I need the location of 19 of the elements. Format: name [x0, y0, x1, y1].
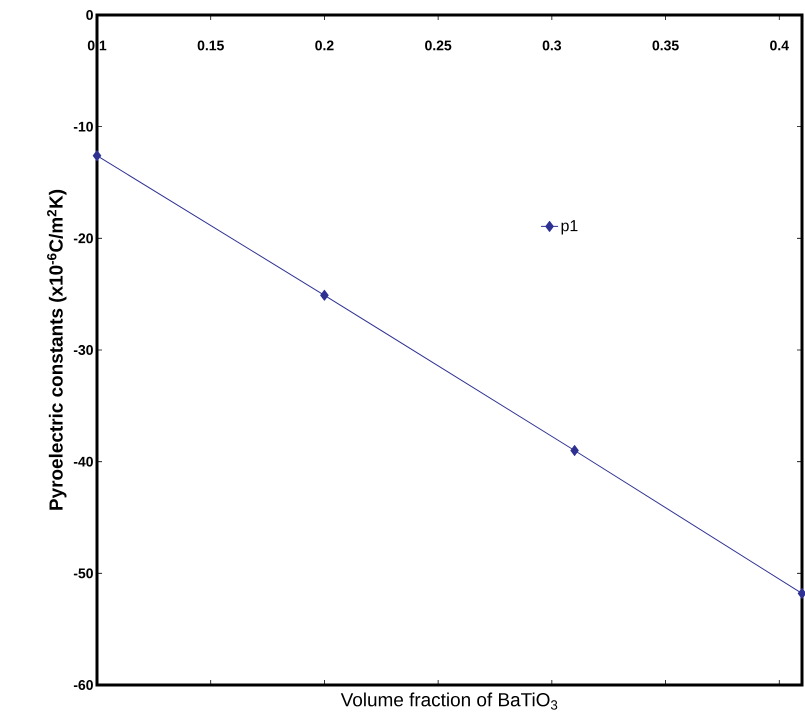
point: [570, 445, 579, 456]
y-tick-label: -10: [74, 122, 93, 132]
x-tick-label: 0.2: [315, 40, 334, 50]
point: [92, 150, 102, 162]
point: [320, 290, 329, 301]
y-tick-label: -50: [74, 568, 93, 578]
y-axis-title: Pyroelectric constants (x10$^{-6}$C/m$^{2}$K): [47, 190, 66, 510]
x-tick-label: 0.3: [542, 40, 562, 50]
x-tick-label: 0.4: [770, 40, 789, 50]
x-tick-label: 0.25: [425, 40, 452, 50]
x-axis-title: Volume fraction of BaTiO$_{3}$: [340, 692, 558, 710]
y-tick-label: -60: [74, 680, 93, 690]
y-tick-label: -30: [74, 345, 93, 355]
legend-label: p1: [562, 220, 578, 234]
x-tick-label: 0.35: [652, 40, 679, 50]
y-tick-label: 0: [86, 10, 93, 20]
y-tick-label: -40: [74, 456, 93, 467]
y-tick-label: -20: [74, 233, 93, 244]
x-tick-label: 0.15: [198, 40, 224, 50]
